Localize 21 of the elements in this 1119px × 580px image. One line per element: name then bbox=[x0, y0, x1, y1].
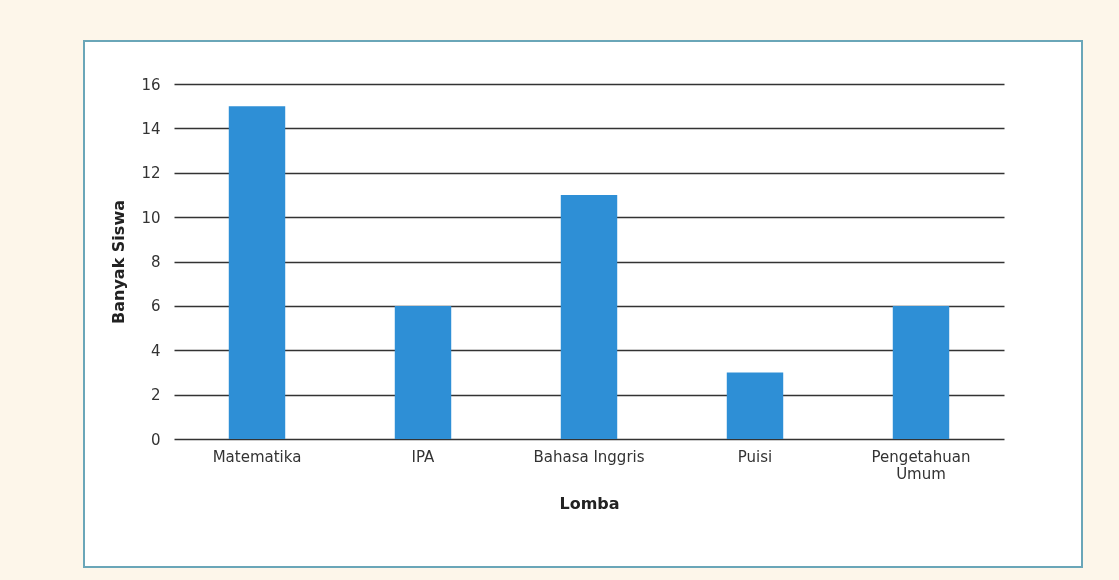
x-tick-label: Puisi bbox=[737, 447, 773, 466]
bar bbox=[892, 305, 950, 439]
y-axis-title: Banyak Siswa bbox=[109, 200, 129, 324]
bar bbox=[560, 194, 618, 439]
x-tick-label: Matematika bbox=[212, 447, 302, 466]
x-tick-label: Pengetahuan Umum bbox=[871, 447, 971, 483]
y-tick-label: 6 bbox=[150, 297, 161, 316]
bar bbox=[228, 106, 286, 439]
x-axis-title: Lomba bbox=[559, 493, 620, 513]
x-tick-label: Bahasa Inggris bbox=[533, 447, 645, 466]
x-tick-label: IPA bbox=[411, 447, 436, 466]
y-tick-label: 14 bbox=[141, 119, 161, 138]
bar bbox=[726, 372, 784, 439]
y-tick-label: 4 bbox=[150, 341, 161, 360]
bar bbox=[394, 305, 452, 439]
y-tick-label: 2 bbox=[150, 386, 161, 405]
y-tick-label: 12 bbox=[141, 164, 161, 183]
y-tick-label: 10 bbox=[141, 208, 161, 227]
y-tick-label: 16 bbox=[141, 75, 161, 94]
y-tick-label: 0 bbox=[150, 430, 161, 449]
y-tick-label: 8 bbox=[150, 253, 161, 271]
